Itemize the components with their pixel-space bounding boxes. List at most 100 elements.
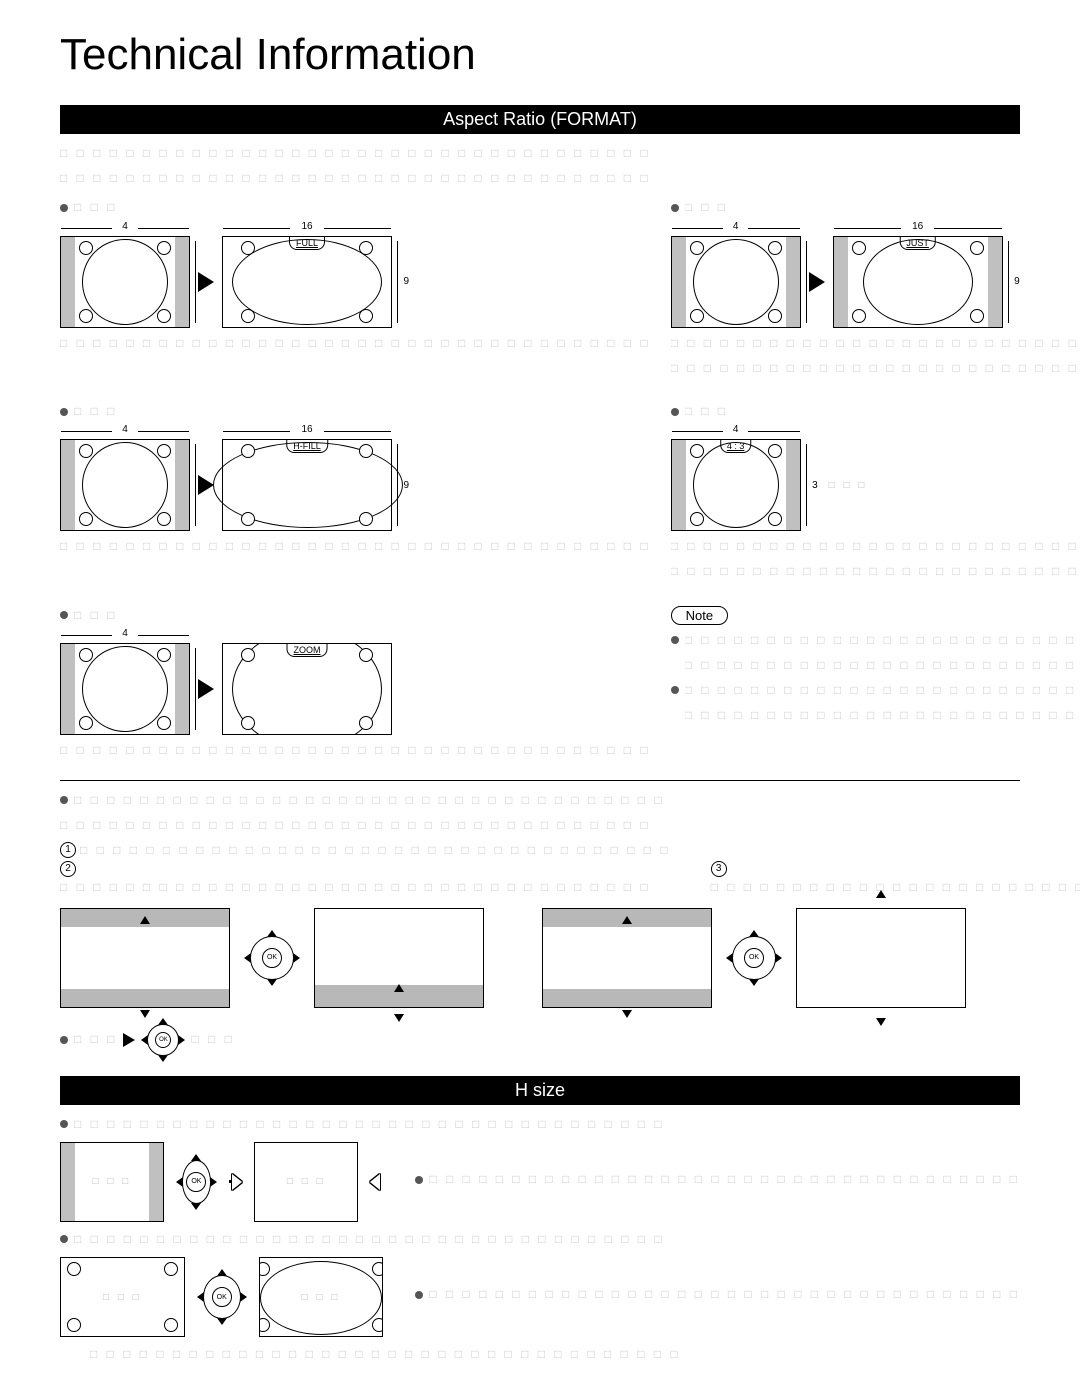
step-1-icon: 1 — [60, 842, 76, 858]
bullet-icon — [415, 1291, 423, 1299]
dim-width: 4 — [61, 424, 189, 435]
format-full-src: 4 3 — [60, 236, 190, 328]
dim-height: 3 — [201, 237, 207, 327]
dim-width: 4 — [672, 424, 800, 435]
ok-button[interactable]: OK — [212, 1287, 232, 1307]
zoom-adjust-block: □ □ □ □ □ □ □ □ □ □ □ □ □ □ □ □ □ □ □ □ … — [60, 791, 1020, 1062]
dim-width: 4 — [61, 221, 189, 232]
intro-text-2: □ □ □ □ □ □ □ □ □ □ □ □ □ □ □ □ □ □ □ □ … — [60, 169, 1020, 188]
arrow-right-icon — [229, 1174, 242, 1190]
zoom-screen-before-2 — [542, 908, 712, 1008]
step-2-icon: 2 — [60, 861, 76, 877]
hsize-desc-1: □ □ □ □ □ □ □ □ □ □ □ □ □ □ □ □ □ □ □ □ … — [429, 1170, 1020, 1189]
bullet-icon — [60, 1036, 68, 1044]
bullet-icon — [671, 408, 679, 416]
note-line-2: □ □ □ □ □ □ □ □ □ □ □ □ □ □ □ □ □ □ □ □ … — [685, 681, 1080, 700]
dim-height: 3 — [812, 237, 818, 327]
step-1-text: □ □ □ □ □ □ □ □ □ □ □ □ □ □ □ □ □ □ □ □ … — [80, 843, 671, 857]
dim-height: 3 — [812, 440, 818, 530]
dpad-control[interactable]: OK — [197, 1269, 247, 1325]
format-4-3-box: 4 3 4 : 3 — [671, 439, 801, 531]
format-full-desc: □ □ □ □ □ □ □ □ □ □ □ □ □ □ □ □ □ □ □ □ … — [60, 334, 651, 353]
dim-width: 16 — [223, 424, 391, 435]
hsize-row-1: □ □ □ OK □ □ □ □ □ □ □ □ □ □ □ □ □ □ □ □… — [60, 1142, 1020, 1222]
section-header-hsize: H size — [60, 1076, 1020, 1105]
up-arrow-icon — [394, 982, 404, 992]
up-arrow-icon — [622, 914, 632, 924]
up-arrow-icon — [876, 890, 886, 898]
ok-button[interactable]: OK — [262, 948, 282, 968]
hsize-after-2: □ □ □ — [259, 1257, 384, 1337]
dpad-control[interactable]: OK — [244, 930, 300, 986]
page-title: Technical Information — [60, 30, 1020, 80]
ok-button[interactable]: OK — [155, 1032, 171, 1048]
format-hfill-title: □ □ □ — [74, 402, 117, 421]
format-hfill-desc: □ □ □ □ □ □ □ □ □ □ □ □ □ □ □ □ □ □ □ □ … — [60, 537, 651, 556]
hsize-title-2: □ □ □ □ □ □ □ □ □ □ □ □ □ □ □ □ □ □ □ □ … — [74, 1230, 665, 1249]
dim-width: 16 — [834, 221, 1002, 232]
zoom-adjust-desc: □ □ □ □ □ □ □ □ □ □ □ □ □ □ □ □ □ □ □ □ … — [60, 816, 1020, 835]
dpad-control[interactable]: OK — [726, 930, 782, 986]
zoom-adjust-title: □ □ □ □ □ □ □ □ □ □ □ □ □ □ □ □ □ □ □ □ … — [74, 791, 665, 810]
bullet-icon — [60, 408, 68, 416]
note-label: Note — [671, 606, 728, 625]
hsize-desc-2: □ □ □ □ □ □ □ □ □ □ □ □ □ □ □ □ □ □ □ □ … — [429, 1285, 1020, 1304]
bullet-icon — [60, 204, 68, 212]
format-zoom-src: 4 3 — [60, 643, 190, 735]
format-zoom-dst: 16 9 ZOOM — [222, 643, 392, 735]
arrow-left-icon — [370, 1174, 383, 1190]
format-full: □ □ □ 4 3 16 9 FULL □ □ □ □ □ □ □ □ □ □ … — [60, 194, 651, 388]
format-zoom-desc: □ □ □ □ □ □ □ □ □ □ □ □ □ □ □ □ □ □ □ □ … — [60, 741, 651, 760]
format-just: □ □ □ 4 3 16 9 JUST □ □ □ □ □ □ □ □ □ □ … — [671, 194, 1080, 388]
format-4-3-desc-2: □ □ □ □ □ □ □ □ □ □ □ □ □ □ □ □ □ □ □ □ … — [671, 562, 1080, 581]
down-arrow-icon — [876, 1018, 886, 1026]
format-just-desc-2: □ □ □ □ □ □ □ □ □ □ □ □ □ □ □ □ □ □ □ □ … — [671, 359, 1080, 378]
dim-width: 4 — [61, 628, 189, 639]
dim-height: 9 — [403, 440, 409, 530]
format-just-title: □ □ □ — [685, 198, 728, 217]
dim-height: 3 — [201, 644, 207, 734]
dim-height: 9 — [1014, 237, 1020, 327]
arrow-icon — [123, 1033, 135, 1047]
ok-button[interactable]: OK — [186, 1172, 206, 1192]
dpad-control[interactable]: OK — [176, 1154, 217, 1210]
dpad-control[interactable]: OK — [141, 1018, 185, 1062]
zoom-screen-after-1 — [314, 908, 484, 1008]
down-arrow-icon — [622, 1010, 632, 1020]
note-line-2b: □ □ □ □ □ □ □ □ □ □ □ □ □ □ □ □ □ □ □ □ … — [685, 706, 1080, 725]
dim-width: 16 — [223, 221, 391, 232]
divider — [60, 780, 1020, 781]
note-block: Note □ □ □ □ □ □ □ □ □ □ □ □ □ □ □ □ □ □… — [671, 602, 1080, 770]
hsize-row-2: □ □ □ OK □ □ □ □ □ □ □ □ □ □ □ □ □ □ □ □… — [60, 1257, 1020, 1337]
bullet-icon — [671, 686, 679, 694]
format-4-3: □ □ □ 4 3 4 : 3 □ □ □ □ □ □ □ □ □ □ □ □ … — [671, 398, 1080, 592]
zoom-adjust-note-2: □ □ □ — [191, 1030, 234, 1049]
format-4-3-arrow-label: □ □ □ — [829, 480, 868, 491]
zoom-adjust-note: □ □ □ — [74, 1030, 117, 1049]
hsize-after-1: □ □ □ — [254, 1142, 358, 1222]
ok-button[interactable]: OK — [744, 948, 764, 968]
format-zoom: □ □ □ 4 3 16 9 ZOOM □ □ □ □ □ □ □ □ □ □ … — [60, 602, 651, 770]
step-2-text: □ □ □ □ □ □ □ □ □ □ □ □ □ □ □ □ □ □ □ □ … — [60, 880, 651, 894]
bullet-icon — [60, 611, 68, 619]
down-arrow-icon — [394, 1014, 404, 1024]
hsize-before-1: □ □ □ — [60, 1142, 164, 1222]
format-hfill-dst: 16 9 H-FILL — [222, 439, 392, 531]
bullet-icon — [60, 1120, 68, 1128]
zoom-screen-after-2 — [796, 908, 966, 1008]
bullet-icon — [60, 796, 68, 804]
bullet-icon — [415, 1176, 423, 1184]
dim-width: 4 — [672, 221, 800, 232]
format-just-src: 4 3 — [671, 236, 801, 328]
bullet-icon — [60, 1235, 68, 1243]
format-4-3-title: □ □ □ — [685, 402, 728, 421]
zoom-screen-before-1 — [60, 908, 230, 1008]
step-3-icon: 3 — [711, 861, 727, 877]
format-just-dst: 16 9 JUST — [833, 236, 1003, 328]
section-header-aspect: Aspect Ratio (FORMAT) — [60, 105, 1020, 134]
format-full-dst: 16 9 FULL — [222, 236, 392, 328]
up-arrow-icon — [140, 914, 150, 924]
step-3-text: □ □ □ □ □ □ □ □ □ □ □ □ □ □ □ □ □ □ □ □ … — [711, 880, 1080, 894]
note-line-1: □ □ □ □ □ □ □ □ □ □ □ □ □ □ □ □ □ □ □ □ … — [685, 631, 1080, 650]
dim-height: 3 — [201, 440, 207, 530]
